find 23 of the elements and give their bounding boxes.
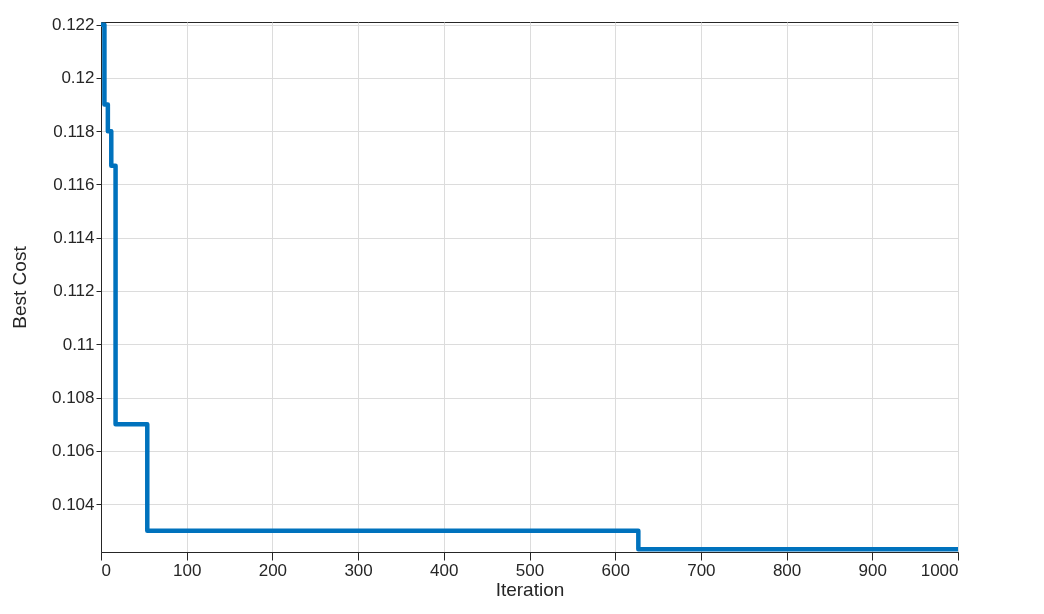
x-tick-label: 900 (858, 560, 887, 580)
x-tick-label: 0 (101, 560, 111, 580)
x-tick-label: 700 (687, 560, 716, 580)
y-tick-label: 0.106 (51, 441, 95, 461)
x-tick-label: 400 (430, 560, 459, 580)
x-tick-label: 800 (772, 560, 802, 580)
y-tick-label: 0.114 (53, 228, 95, 248)
x-tick-label: 600 (601, 560, 630, 580)
y-tick-label: 0.108 (51, 388, 95, 408)
x-tick-label: 200 (258, 560, 288, 580)
x-axis-title: Iteration (495, 578, 565, 600)
x-tick-label: 100 (173, 560, 202, 580)
y-tick-label: 0.112 (53, 281, 95, 301)
y-tick-label: 0.11 (62, 334, 95, 354)
y-tick-label: 0.118 (53, 121, 95, 141)
y-tick-label: 0.12 (61, 68, 95, 88)
y-tick-label: 0.122 (51, 15, 95, 35)
x-tick-label: 1000 (920, 560, 959, 580)
x-tick-label: 500 (515, 560, 545, 580)
y-tick-label: 0.104 (51, 494, 95, 514)
x-tick-label: 300 (344, 560, 373, 580)
y-axis-title: Best Cost (8, 245, 30, 329)
y-tick-label: 0.116 (53, 174, 95, 194)
